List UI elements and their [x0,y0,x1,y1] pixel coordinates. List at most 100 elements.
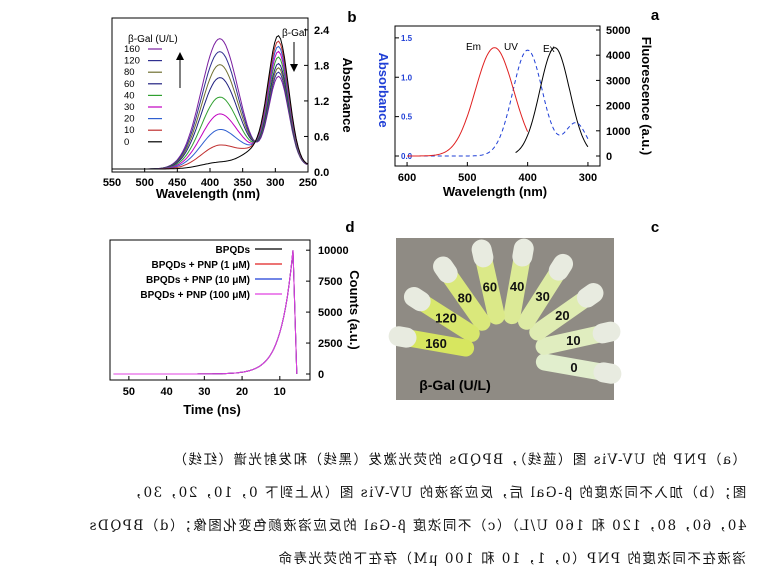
panel-a-frame [394,25,601,167]
panel-b: b 0.00.61.21.82.4 250300350400450500550 … [103,9,357,201]
figure: b 0.00.61.21.82.4 250300350400450500550 … [103,7,660,417]
panel-b-legend-label: 20 [124,114,135,125]
panel-d-ylabel: Counts (a.u.) [347,270,362,349]
caption-line-3: 40，60，80，120 和 160 U/L）（c）不同浓度 β-Gal 的反应… [24,514,746,534]
panel-a-x-tick-label: 400 [518,172,536,184]
panel-b-legend-label: 30 [124,102,135,113]
panel-b-legend-label: 80 [124,67,135,78]
panel-b-xlabel: Wavelength (nm) [156,186,260,201]
panel-a-legend-uv: UV [504,42,518,53]
panel-b-y-tick-label: 1.2 [314,96,329,108]
panel-c-tube-cap [388,326,417,348]
panel-d-legend-label: BPQDs + PNP (1 μM) [152,260,250,271]
panel-a-ylabel-left: Absorbance [376,52,391,127]
panel-b-curve-30 [112,50,309,170]
panel-b-legend-label: 0 [124,137,129,148]
panel-b-y-tick-label: 0.6 [314,131,329,143]
panel-c-tube-label: 160 [425,336,447,351]
panel-b-x-tick-label: 300 [266,177,284,189]
panel-c-tube-label: 10 [566,333,580,348]
panel-b-y-tick-label: 2.4 [314,25,330,37]
panel-d-frame [109,239,311,381]
panel-b-curve-80 [112,64,309,170]
caption-line-2-text: 图；（b）加入不同浓度的 β-Gal 后，反应溶液的 UV-Vis 图（从上到下… [126,485,746,501]
panel-c-tube-cap [471,239,494,268]
panel-c-tube-label: 0 [570,360,577,375]
panel-b-x-tick-label: 250 [299,177,317,189]
panel-b-legend-label: 160 [124,44,140,55]
panel-d-y-tick-label: 10000 [318,245,349,257]
panel-b-y-tick-label: 0.0 [314,167,329,179]
panel-a-y-tick-label-right: 3000 [606,75,630,87]
caption-line-2: 图；（b）加入不同浓度的 β-Gal 后，反应溶液的 UV-Vis 图（从上到下… [24,481,746,501]
panel-b-x-tick-label: 400 [201,177,219,189]
panel-b-x-tick-label: 450 [168,177,186,189]
panel-b-down-arrowhead [290,64,298,72]
figure-caption: （a）PNP 的 UV-Vis 图（蓝线），BPQDs 的荧光激发（黑线）和发射… [0,448,758,579]
panel-c-tube-cap [576,283,604,308]
caption-line-3-text: 40，60，80，120 和 160 U/L）（c）不同浓度 β-Gal 的反应… [87,518,746,534]
panel-c-tube-label: 60 [483,280,497,295]
panel-b-curve-40 [112,56,309,170]
panel-b-y-ticks: 0.0 0.6 1.2 1.8 2.4 [304,25,330,179]
panel-c-tube-cap [593,362,622,384]
panel-a-curve-uv [407,49,589,157]
caption-line-4-text: 溶液在不同浓度的 PNP（0，1，10 和 100 μM）存在下的荧光寿命 [277,551,746,567]
panel-a-legend-em: Em [466,42,481,53]
panel-b-y-tick-label: 1.8 [314,60,329,72]
panel-c-photo-caption: β-Gal (U/L) [419,377,491,393]
panel-b-x-tick-label: 500 [135,177,153,189]
panel-d-y-ticks: 0 2500 5000 7500 10000 [306,245,349,381]
panel-d-curves [113,250,298,375]
panel-d-x-tick-label: 40 [160,386,172,398]
caption-line-4: 溶液在不同浓度的 PNP（0，1，10 和 100 μM）存在下的荧光寿命 [24,547,746,567]
panel-a-x-ticks: 300 400 500 600 [398,162,597,184]
panel-d-legend: BPQDs BPQDs + PNP (1 μM) BPQDs + PNP (10 μ… [140,245,282,301]
panel-b-legend-label: 120 [124,56,140,67]
panel-a-x-tick-label: 500 [458,172,476,184]
panel-d-y-tick-label: 2500 [318,338,342,350]
panel-d-x-tick-label: 50 [123,386,135,398]
panel-c-tube-cap [548,253,574,281]
caption-line-1-text: （a）PNP 的 UV-Vis 图（蓝线），BPQDs 的荧光激发（黑线）和发射… [172,452,746,468]
panel-d-x-tick-label: 30 [198,386,210,398]
panel-a-y-tick-label-right: 5000 [606,25,630,37]
panel-a-y-tick-label-right: 0 [606,151,612,163]
panel-b-x-tick-label: 550 [103,177,121,189]
panel-a-y-ticks-left: 0.0 0.5 1.0 1.5 [395,34,413,161]
panel-b-annotation: β-Gal [282,28,307,39]
panel-b-curve-10 [112,40,309,170]
panel-b-ylabel: Absorbance [340,57,355,132]
panel-a-y-tick-label-right: 1000 [606,126,630,138]
panel-c-tube-cap [403,286,431,312]
panel-a-y-tick-label-right: 4000 [606,50,630,62]
panel-c-tube-cap [592,321,621,344]
panel-a-xlabel: Wavelength (nm) [443,184,547,199]
panel-a-y-tick-label-left: 0.0 [401,152,413,161]
caption-line-1: （a）PNP 的 UV-Vis 图（蓝线），BPQDs 的荧光激发（黑线）和发射… [24,448,746,468]
panel-a-x-tick-label: 600 [398,172,416,184]
panel-b-up-arrowhead [176,52,184,60]
panel-d-y-tick-label: 0 [318,369,324,381]
panel-d-curve-3 [113,250,298,375]
panel-b-curve-0 [112,35,309,170]
panel-d-y-tick-label: 7500 [318,276,342,288]
panel-b-curve-160 [112,38,309,170]
panel-c-tube-label: 40 [510,279,524,294]
panel-d-label: d [345,219,354,236]
panel-b-curve-120 [112,51,309,170]
panel-c-tube-label: 120 [435,310,457,325]
panel-a-curve-em [407,47,529,157]
panel-c-tube-cap [512,238,534,267]
panel-a-ylabel-right: Fluorescence (a.u.) [639,37,654,155]
panel-a-y-ticks-right: 0 1000 2000 3000 4000 5000 [596,25,630,163]
panel-a-y-tick-label-left: 1.5 [401,34,413,43]
panel-d: d 10 20 30 40 50 0 2500 5000 7500 10000 Time (ns… [109,219,362,417]
panel-a: a 300 400 500 600 0 1000 2000 3000 4000 5000 0.0… [376,7,660,199]
panel-d-legend-label: BPQDs + PNP (10 μM) [146,275,250,286]
panel-d-y-tick-label: 5000 [318,307,342,319]
panel-b-curves [112,35,309,170]
